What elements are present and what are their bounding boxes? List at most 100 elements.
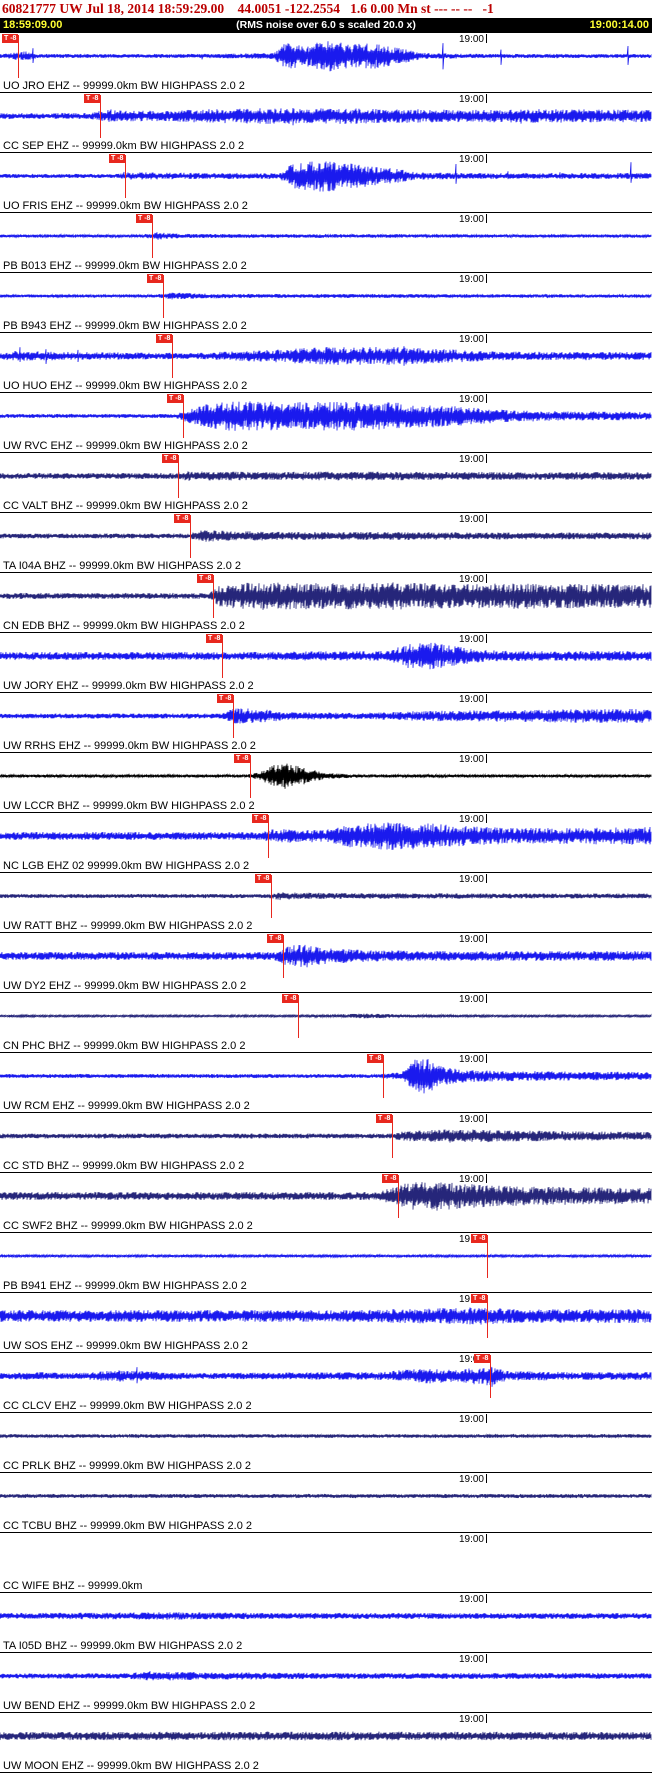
waveform[interactable] xyxy=(0,1593,652,1639)
waveform[interactable] xyxy=(0,1413,652,1459)
trace-row[interactable]: 19:00 UW MOON EHZ -- 99999.0km BW HIGHPAS… xyxy=(0,1713,652,1773)
trace-row[interactable]: 19:00 T -8 CN PHC BHZ -- 99999.0km BW HIGH… xyxy=(0,993,652,1053)
trace-row[interactable]: 19:00 T -8 TA I04A BHZ -- 99999.0km BW HIG… xyxy=(0,513,652,573)
trace-row[interactable]: 19:00 T -8 PB B013 EHZ -- 99999.0km BW HIG… xyxy=(0,213,652,273)
trace-row[interactable]: 19:00 T -8 UW RCM EHZ -- 99999.0km BW HIGH… xyxy=(0,1053,652,1113)
pick-marker-line[interactable] xyxy=(213,575,214,618)
pick-marker-line[interactable] xyxy=(125,155,126,198)
waveform[interactable] xyxy=(0,1353,652,1399)
pick-marker-line[interactable] xyxy=(398,1175,399,1218)
trace-row[interactable]: 19:00 T -8 UW RATT BHZ -- 99999.0km BW HIG… xyxy=(0,873,652,933)
trace-row[interactable]: 19:00 T -8 UO HUO EHZ -- 99999.0km BW HIGH… xyxy=(0,333,652,393)
pick-marker-line[interactable] xyxy=(298,995,299,1038)
trace-row[interactable]: 19:00 T -8 UW DY2 EHZ -- 99999.0km BW HIGH… xyxy=(0,933,652,993)
waveform[interactable] xyxy=(0,1473,652,1519)
pick-marker-line[interactable] xyxy=(383,1055,384,1098)
pick-marker-line[interactable] xyxy=(222,635,223,678)
trace-row[interactable]: 19:00 T -8 CC SEP EHZ -- 99999.0km BW HIGH… xyxy=(0,93,652,153)
pick-marker-tag[interactable]: T -8 xyxy=(84,94,101,103)
waveform[interactable] xyxy=(0,453,652,499)
waveform[interactable] xyxy=(0,1653,652,1699)
pick-marker-tag[interactable]: T -8 xyxy=(197,574,214,583)
waveform[interactable] xyxy=(0,573,652,619)
trace-row[interactable]: 19:00 T -8 UW RRHS EHZ -- 99999.0km BW HIG… xyxy=(0,693,652,753)
waveform[interactable] xyxy=(0,993,652,1039)
pick-marker-line[interactable] xyxy=(271,875,272,918)
pick-marker-line[interactable] xyxy=(18,35,19,78)
pick-marker-tag[interactable]: T -8 xyxy=(382,1174,399,1183)
trace-row[interactable]: 19:00 T -8 UO JRO EHZ -- 99999.0km BW HIGH… xyxy=(0,33,652,93)
waveform[interactable] xyxy=(0,33,652,79)
pick-marker-tag[interactable]: T -8 xyxy=(109,154,126,163)
pick-marker-tag[interactable]: T -8 xyxy=(367,1054,384,1063)
pick-marker-line[interactable] xyxy=(233,695,234,738)
trace-row[interactable]: 19:00T -8UW SOS EHZ -- 99999.0km BW HIGH… xyxy=(0,1293,652,1353)
waveform[interactable] xyxy=(0,1233,652,1279)
waveform[interactable] xyxy=(0,693,652,739)
waveform[interactable] xyxy=(0,1533,652,1579)
pick-marker-line[interactable] xyxy=(178,455,179,498)
pick-marker-line[interactable] xyxy=(490,1355,491,1398)
pick-marker-tag[interactable]: T -8 xyxy=(474,1354,491,1363)
waveform[interactable] xyxy=(0,1293,652,1339)
trace-row[interactable]: 19:00 TA I05D BHZ -- 99999.0km BW HIGHPAS… xyxy=(0,1593,652,1653)
pick-marker-tag[interactable]: T -8 xyxy=(2,34,19,43)
trace-row[interactable]: 19:00 CC TCBU BHZ -- 99999.0km BW HIGHPAS… xyxy=(0,1473,652,1533)
trace-row[interactable]: 19:00 UW BEND EHZ -- 99999.0km BW HIGHPAS… xyxy=(0,1653,652,1713)
waveform[interactable] xyxy=(0,873,652,919)
waveform[interactable] xyxy=(0,1173,652,1219)
pick-marker-tag[interactable]: T -8 xyxy=(471,1234,488,1243)
pick-marker-tag[interactable]: T -8 xyxy=(167,394,184,403)
waveform[interactable] xyxy=(0,1053,652,1099)
trace-row[interactable]: 19:00 CC PRLK BHZ -- 99999.0km BW HIGHPAS… xyxy=(0,1413,652,1473)
pick-marker-tag[interactable]: T -8 xyxy=(282,994,299,1003)
pick-marker-line[interactable] xyxy=(268,815,269,858)
waveform[interactable] xyxy=(0,933,652,979)
pick-marker-tag[interactable]: T -8 xyxy=(162,454,179,463)
pick-marker-tag[interactable]: T -8 xyxy=(471,1294,488,1303)
pick-marker-line[interactable] xyxy=(250,755,251,798)
pick-marker-line[interactable] xyxy=(283,935,284,978)
trace-row[interactable]: 19:00 T -8 UW RVC EHZ -- 99999.0km BW HIGH… xyxy=(0,393,652,453)
waveform[interactable] xyxy=(0,213,652,259)
waveform[interactable] xyxy=(0,93,652,139)
pick-marker-line[interactable] xyxy=(152,215,153,258)
waveform[interactable] xyxy=(0,513,652,559)
trace-row[interactable]: 19:00 T -8 UO FRIS EHZ -- 99999.0km BW HIG… xyxy=(0,153,652,213)
waveform[interactable] xyxy=(0,633,652,679)
trace-row[interactable]: 19:00 T -8 UW LCCR BHZ -- 99999.0km BW HIG… xyxy=(0,753,652,813)
trace-row[interactable]: 19:00 T -8 CN EDB BHZ -- 99999.0km BW HIGH… xyxy=(0,573,652,633)
pick-marker-line[interactable] xyxy=(163,275,164,318)
trace-row[interactable]: 19:00 T -8 CC SWF2 BHZ -- 99999.0km BW HIG… xyxy=(0,1173,652,1233)
waveform[interactable] xyxy=(0,273,652,319)
waveform[interactable] xyxy=(0,1113,652,1159)
pick-marker-tag[interactable]: T -8 xyxy=(376,1114,393,1123)
trace-row[interactable]: 19:00 T -8 UW JORY EHZ -- 99999.0km BW HIG… xyxy=(0,633,652,693)
trace-row[interactable]: 19:00 CC WIFE BHZ -- 99999.0km xyxy=(0,1533,652,1593)
pick-marker-tag[interactable]: T -8 xyxy=(174,514,191,523)
pick-marker-tag[interactable]: T -8 xyxy=(267,934,284,943)
waveform[interactable] xyxy=(0,333,652,379)
pick-marker-line[interactable] xyxy=(487,1295,488,1338)
waveform[interactable] xyxy=(0,153,652,199)
trace-row[interactable]: 19:00 T -8 CC STD BHZ -- 99999.0km BW HIGH… xyxy=(0,1113,652,1173)
trace-row[interactable]: 19:00 T -8 PB B943 EHZ -- 99999.0km BW HIG… xyxy=(0,273,652,333)
waveform[interactable] xyxy=(0,753,652,799)
pick-marker-line[interactable] xyxy=(172,335,173,378)
pick-marker-line[interactable] xyxy=(487,1235,488,1278)
pick-marker-tag[interactable]: T -8 xyxy=(234,754,251,763)
pick-marker-line[interactable] xyxy=(392,1115,393,1158)
pick-marker-line[interactable] xyxy=(183,395,184,438)
pick-marker-tag[interactable]: T -8 xyxy=(147,274,164,283)
pick-marker-tag[interactable]: T -8 xyxy=(206,634,223,643)
waveform[interactable] xyxy=(0,813,652,859)
pick-marker-tag[interactable]: T -8 xyxy=(156,334,173,343)
pick-marker-tag[interactable]: T -8 xyxy=(217,694,234,703)
waveform[interactable] xyxy=(0,393,652,439)
pick-marker-line[interactable] xyxy=(190,515,191,558)
trace-row[interactable]: 19:00 T -8 CC CLCV EHZ -- 99999.0km BW HIG… xyxy=(0,1353,652,1413)
trace-row[interactable]: 19:00 T -8 NC LGB EHZ 02 99999.0km BW HIGH… xyxy=(0,813,652,873)
pick-marker-tag[interactable]: T -8 xyxy=(255,874,272,883)
trace-row[interactable]: 19:00T -8PB B941 EHZ -- 99999.0km BW HIG… xyxy=(0,1233,652,1293)
pick-marker-tag[interactable]: T -8 xyxy=(136,214,153,223)
